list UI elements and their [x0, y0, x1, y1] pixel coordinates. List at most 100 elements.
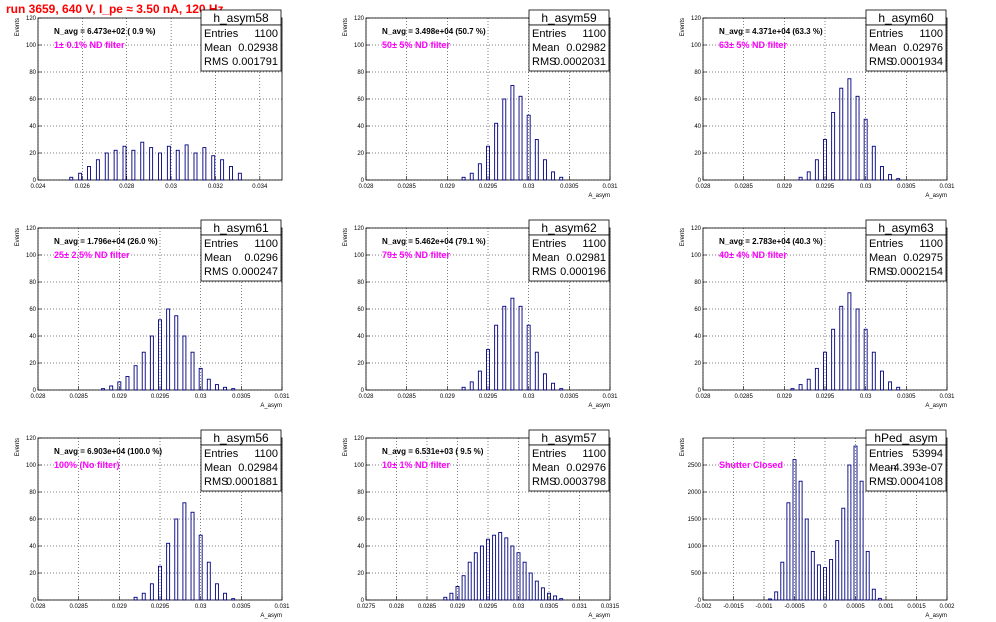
x-tick-label: 0.0285	[69, 394, 88, 400]
x-tick-label: 0.028	[358, 394, 374, 400]
stats-value: 1100	[254, 28, 278, 40]
histogram-bin	[510, 297, 515, 391]
histogram-panel-h_asym63: 0.028 0.0285 0.029 0.0295 0.03 0.0305 0.031 0 20…	[680, 219, 955, 409]
histogram-bin	[109, 385, 114, 391]
x-tick-label: 0.03	[860, 394, 872, 400]
histogram-bin	[206, 561, 211, 601]
x-tick-label: 0.001	[878, 604, 894, 610]
x-tick-label: -0.001	[755, 604, 773, 610]
histogram-bin	[559, 388, 564, 391]
x-tick-label: 0.03	[195, 394, 207, 400]
x-tick-label: 0.0305	[232, 394, 251, 400]
histogram-bin	[220, 159, 225, 181]
histogram-bin	[131, 149, 136, 181]
histogram-bin	[853, 445, 858, 601]
histogram-name: h_asym57	[541, 431, 597, 445]
stats-value: 0.001791	[232, 56, 278, 68]
histogram-bin	[486, 349, 490, 391]
histogram-bin	[486, 145, 490, 181]
x-tick-label: 0.0285	[734, 394, 753, 400]
x-tick-label: 0.024	[30, 184, 46, 190]
histogram-bin	[469, 381, 474, 391]
stats-label: Entries	[204, 28, 239, 40]
y-axis-title: Events	[15, 228, 21, 246]
stats-value: 0.0001934	[891, 56, 943, 68]
histogram-bin	[211, 155, 216, 181]
x-tick-label: 0.029	[440, 394, 456, 400]
y-axis-title: Events	[343, 228, 349, 246]
x-tick-label: 0.031	[572, 604, 588, 610]
histogram-bin	[839, 305, 844, 391]
histogram-bin	[492, 534, 497, 601]
histogram-bin	[526, 324, 531, 391]
stats-label: Mean	[532, 252, 560, 264]
histogram-bin	[896, 386, 901, 391]
histogram-bin	[469, 172, 474, 181]
histogram-bin	[823, 351, 827, 391]
x-tick-label: 0.0305	[897, 394, 916, 400]
histogram-bin	[223, 592, 228, 601]
histogram-bin	[798, 176, 803, 181]
histogram-bin	[888, 174, 893, 181]
x-axis-title: A_asym	[588, 613, 610, 619]
stats-value: 1100	[582, 238, 606, 250]
y-tick-label: 0	[361, 598, 365, 604]
histogram-bin	[479, 545, 484, 601]
y-tick-label: 20	[694, 361, 701, 367]
x-axis-title: A_asym	[260, 403, 282, 409]
stats-value: 0.0004108	[891, 476, 943, 488]
histogram-bin	[847, 292, 852, 391]
histogram-bin	[518, 305, 523, 391]
x-tick-label: 0.029	[112, 394, 128, 400]
histogram-bin	[231, 388, 236, 391]
x-tick-label: 0.0295	[151, 604, 170, 610]
x-axis-title: A_asym	[925, 193, 947, 199]
stats-label: Mean	[869, 252, 897, 264]
x-tick-label: 0.029	[777, 394, 793, 400]
y-tick-label: 1500	[688, 517, 702, 523]
histogram-bin	[113, 149, 118, 181]
stats-box	[200, 444, 282, 492]
histogram-bin	[547, 592, 551, 601]
x-tick-label: 0.03	[165, 184, 177, 190]
y-tick-label: 80	[357, 70, 364, 76]
y-tick-label: 2000	[688, 490, 702, 496]
stats-value: 0.02981	[566, 252, 606, 264]
filter-label: 100% (No filter)	[54, 460, 120, 470]
stats-value: 1100	[582, 448, 606, 460]
histogram-bin	[231, 598, 236, 601]
histogram-bin	[863, 118, 868, 181]
n-avg-label: N_avg = 1.796e+04 (26.0 %)	[54, 237, 158, 246]
x-tick-label: -0.0005	[784, 604, 805, 610]
y-tick-label: 0	[698, 178, 702, 184]
y-tick-label: 0	[698, 598, 702, 604]
stats-label: Mean	[869, 42, 897, 54]
x-tick-label: 0.0295	[479, 184, 498, 190]
histogram-panel-h_asym61: 0.028 0.0285 0.029 0.0295 0.03 0.0305 0.031 0 20…	[15, 219, 290, 409]
stats-box	[528, 444, 610, 492]
histogram-bin	[202, 147, 207, 181]
y-tick-label: 40	[694, 124, 701, 130]
stats-value: 0.0001881	[226, 476, 278, 488]
y-tick-label: 1000	[688, 544, 702, 550]
y-tick-label: 120	[691, 16, 702, 22]
run-title: run 3659, 640 V, I_pe ≈ 3.50 nA, 120 Hz	[6, 2, 224, 16]
stats-label: Mean	[869, 462, 897, 474]
x-tick-label: 0.028	[119, 184, 135, 190]
histogram-bin	[149, 335, 154, 391]
y-tick-label: 60	[29, 517, 36, 523]
histogram-bin	[461, 386, 466, 391]
stats-label: Mean	[204, 252, 232, 264]
y-tick-label: 60	[357, 517, 364, 523]
histogram-bin	[871, 351, 876, 391]
stats-box	[865, 234, 947, 282]
histogram-bin	[810, 550, 815, 601]
histogram-bin	[559, 598, 564, 601]
x-tick-label: -0.0015	[723, 604, 744, 610]
y-tick-label: 100	[354, 253, 365, 259]
histogram-bin	[863, 328, 868, 391]
histogram-bin	[510, 85, 515, 181]
y-axis-title: Events	[680, 438, 686, 456]
stats-label: Entries	[869, 448, 904, 460]
histogram-bin	[768, 598, 773, 601]
